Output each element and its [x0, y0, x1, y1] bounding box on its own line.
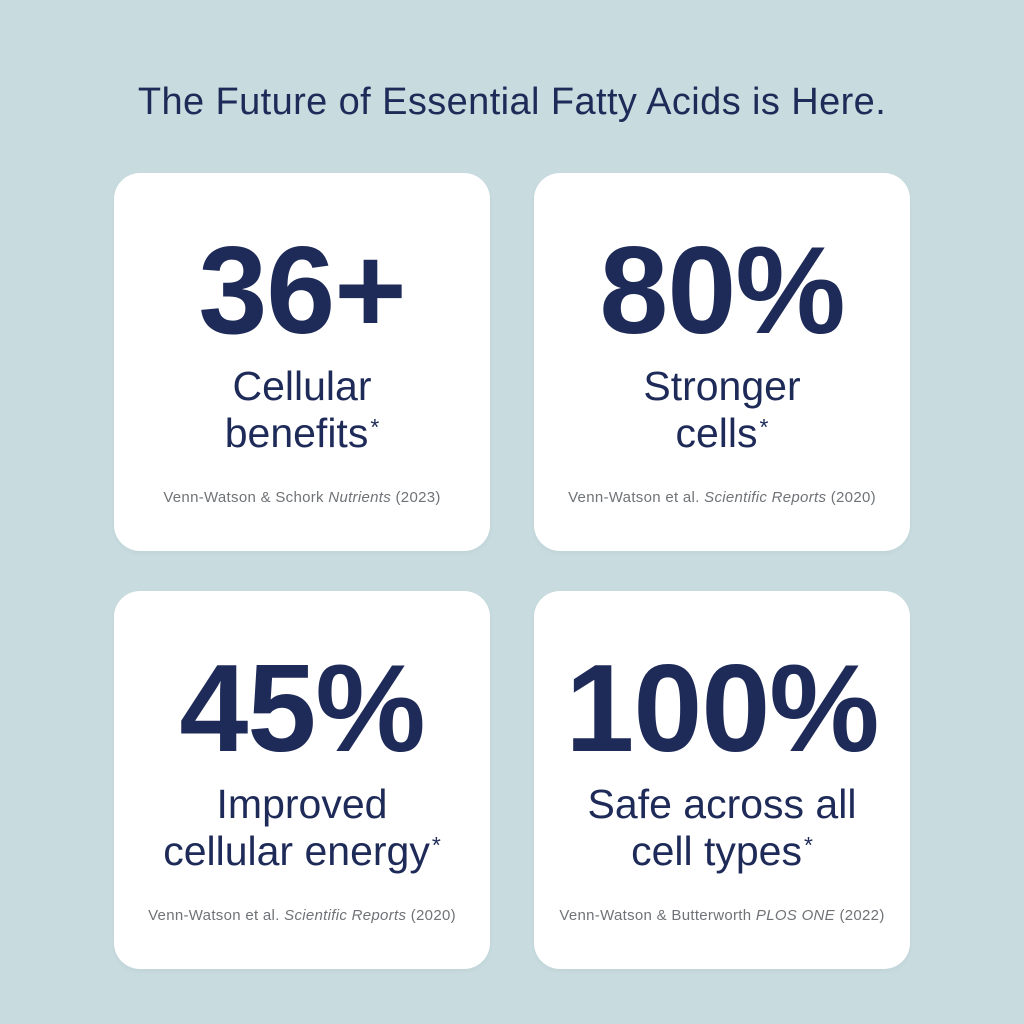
stat-label: Safe across all cell types* [588, 781, 857, 874]
stat-value: 45% [179, 640, 425, 778]
citation-journal: Scientific Reports [284, 907, 407, 924]
citation-year: (2020) [830, 489, 876, 506]
citation-year: (2023) [395, 489, 441, 506]
stat-value: 100% [565, 640, 879, 778]
footnote-asterisk: * [803, 832, 813, 859]
stat-label-text: Improved cellular energy [163, 781, 430, 874]
stat-card-cell-safety: 100% Safe across all cell types* Venn-Wa… [534, 591, 910, 969]
citation: Venn-Watson et al. Scientific Reports (2… [148, 907, 456, 925]
footnote-asterisk: * [759, 414, 769, 441]
stat-card-stronger-cells: 80% Stronger cells* Venn-Watson et al. S… [534, 173, 910, 551]
citation: Venn-Watson & Schork Nutrients (2023) [163, 489, 440, 507]
stat-label: Cellular benefits* [225, 363, 380, 456]
stat-card-cellular-benefits: 36+ Cellular benefits* Venn-Watson & Sch… [114, 173, 490, 551]
stat-value: 80% [599, 222, 845, 360]
stat-label: Stronger cells* [643, 363, 800, 456]
stats-grid: 36+ Cellular benefits* Venn-Watson & Sch… [0, 173, 1024, 969]
footnote-asterisk: * [370, 414, 380, 441]
citation-authors: Venn-Watson et al. [148, 907, 280, 924]
citation-authors: Venn-Watson & Butterworth [559, 907, 752, 924]
citation-journal: Scientific Reports [704, 489, 827, 506]
stat-value: 36+ [198, 222, 406, 360]
infographic: The Future of Essential Fatty Acids is H… [0, 81, 1024, 969]
citation-year: (2022) [839, 907, 885, 924]
citation-year: (2020) [410, 907, 456, 924]
citation-journal: Nutrients [328, 489, 392, 506]
stat-label-text: Cellular benefits [224, 363, 372, 456]
citation: Venn-Watson et al. Scientific Reports (2… [568, 489, 876, 507]
stat-label-text: Stronger cells [643, 363, 801, 456]
page-title: The Future of Essential Fatty Acids is H… [137, 81, 887, 123]
citation-journal: PLOS ONE [755, 907, 835, 924]
citation: Venn-Watson & Butterworth PLOS ONE (2022… [559, 907, 884, 925]
citation-authors: Venn-Watson & Schork [163, 489, 324, 506]
citation-authors: Venn-Watson et al. [568, 489, 700, 506]
footnote-asterisk: * [431, 832, 441, 859]
stat-label: Improved cellular energy* [163, 781, 441, 874]
stat-label-text: Safe across all cell types [587, 781, 857, 874]
stat-card-cellular-energy: 45% Improved cellular energy* Venn-Watso… [114, 591, 490, 969]
